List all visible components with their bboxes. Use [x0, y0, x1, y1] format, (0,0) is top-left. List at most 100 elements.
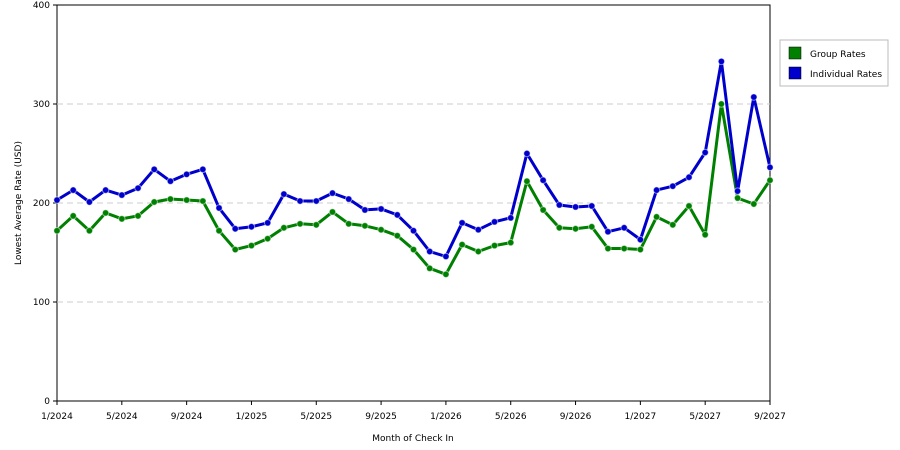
data-point-individual-rates: [393, 211, 401, 219]
data-point-group-rates: [442, 270, 450, 278]
data-point-individual-rates: [101, 186, 110, 194]
data-point-group-rates: [328, 208, 337, 216]
data-point-group-rates: [85, 227, 94, 235]
data-point-group-rates: [215, 227, 223, 235]
data-point-group-rates: [426, 264, 434, 273]
data-point-group-rates: [150, 198, 158, 206]
legend-swatch-individual-rates: [788, 66, 802, 80]
data-point-group-rates: [263, 234, 272, 243]
data-point-group-rates: [750, 200, 758, 208]
data-point-group-rates: [685, 202, 693, 210]
data-point-group-rates: [53, 227, 61, 235]
data-point-individual-rates: [733, 187, 742, 195]
data-point-group-rates: [604, 244, 612, 253]
data-point-individual-rates: [263, 219, 272, 227]
axes: 0 100 200 300 400 1/2024 5/2024 9/2024 1/2025 5/2…: [33, 1, 786, 422]
x-tick-label: 1/2024: [41, 412, 73, 422]
data-point-individual-rates: [150, 165, 158, 174]
data-point-group-rates: [636, 245, 645, 254]
x-tick-label: 9/2026: [560, 412, 592, 422]
x-axis-title: Month of Check In: [372, 434, 454, 444]
data-point-individual-rates: [296, 197, 304, 205]
data-point-individual-rates: [231, 225, 239, 233]
data-point-group-rates: [361, 222, 369, 230]
data-point-group-rates: [733, 194, 742, 202]
plot-area: [56, 4, 771, 402]
data-point-individual-rates: [344, 195, 353, 203]
y-axis-title: Lowest Average Rate (USD): [14, 141, 24, 265]
data-point-individual-rates: [426, 247, 434, 256]
data-point-group-rates: [166, 195, 175, 203]
data-point-individual-rates: [571, 203, 580, 211]
data-point-individual-rates: [555, 201, 564, 209]
data-point-group-rates: [652, 213, 661, 221]
data-point-individual-rates: [507, 214, 515, 222]
data-point-group-rates: [247, 241, 256, 250]
data-point-individual-rates: [247, 223, 256, 231]
legend-label-group-rates: Group Rates: [810, 50, 866, 60]
x-tick-label: 1/2027: [625, 412, 657, 422]
data-point-group-rates: [182, 196, 191, 204]
data-point-individual-rates: [750, 93, 758, 101]
x-tick-label: 1/2025: [236, 412, 268, 422]
data-point-group-rates: [101, 209, 110, 217]
data-point-group-rates: [199, 197, 207, 205]
data-point-group-rates: [490, 241, 499, 250]
data-point-group-rates: [458, 240, 466, 249]
data-point-individual-rates: [199, 165, 207, 174]
data-point-individual-rates: [85, 198, 94, 206]
data-point-individual-rates: [166, 177, 175, 185]
data-point-group-rates: [474, 247, 483, 256]
data-point-individual-rates: [182, 170, 191, 178]
data-point-group-rates: [344, 220, 353, 228]
data-point-group-rates: [555, 224, 564, 232]
data-point-individual-rates: [490, 218, 499, 226]
data-point-individual-rates: [69, 186, 77, 194]
data-point-group-rates: [377, 226, 385, 234]
legend-label-individual-rates: Individual Rates: [810, 70, 882, 80]
data-point-group-rates: [766, 176, 774, 184]
data-point-individual-rates: [652, 186, 661, 194]
data-point-group-rates: [231, 245, 239, 254]
data-point-group-rates: [507, 238, 515, 247]
data-point-individual-rates: [53, 196, 61, 204]
data-point-individual-rates: [539, 176, 547, 184]
data-point-individual-rates: [458, 219, 466, 227]
data-point-group-rates: [134, 212, 142, 220]
data-point-group-rates: [393, 231, 401, 240]
data-point-individual-rates: [280, 190, 288, 198]
y-tick-label: 0: [44, 397, 50, 407]
data-point-individual-rates: [474, 226, 483, 234]
data-point-individual-rates: [312, 197, 320, 205]
data-point-group-rates: [717, 100, 726, 108]
x-tick-label: 5/2024: [106, 412, 138, 422]
data-point-group-rates: [118, 215, 126, 223]
data-point-group-rates: [620, 244, 628, 253]
data-point-individual-rates: [134, 184, 142, 192]
data-point-individual-rates: [118, 191, 126, 199]
data-point-individual-rates: [523, 149, 531, 158]
y-tick-label: 400: [33, 1, 50, 11]
data-point-group-rates: [669, 221, 677, 229]
series-lines: [53, 57, 774, 278]
y-tick-label: 200: [33, 199, 50, 209]
data-point-individual-rates: [588, 202, 596, 210]
data-point-individual-rates: [604, 228, 612, 236]
data-point-group-rates: [280, 224, 288, 232]
data-point-group-rates: [539, 206, 547, 214]
data-point-group-rates: [523, 177, 531, 185]
data-point-group-rates: [701, 230, 709, 239]
data-point-individual-rates: [717, 57, 726, 66]
x-tick-label: 9/2024: [171, 412, 203, 422]
data-point-group-rates: [296, 220, 304, 228]
data-point-individual-rates: [361, 206, 369, 214]
data-point-group-rates: [588, 223, 596, 231]
legend-swatch-group-rates: [788, 46, 802, 60]
data-point-individual-rates: [701, 148, 709, 157]
data-point-individual-rates: [215, 204, 223, 212]
data-point-individual-rates: [669, 182, 677, 190]
legend: Group Rates Individual Rates: [779, 39, 889, 87]
data-point-individual-rates: [442, 252, 450, 261]
data-point-individual-rates: [409, 227, 418, 235]
